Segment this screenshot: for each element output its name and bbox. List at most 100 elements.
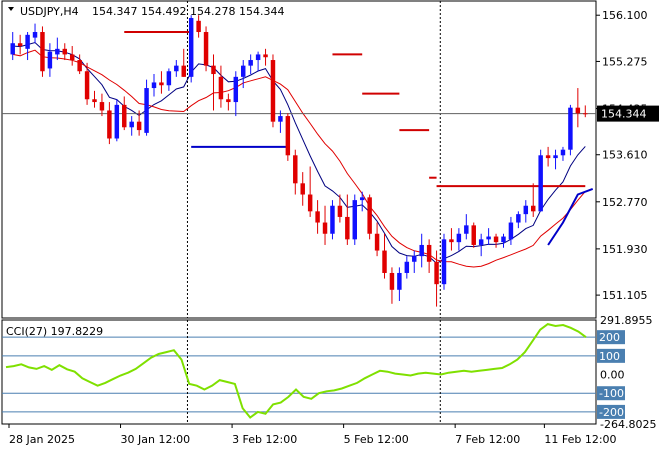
candle-body — [144, 88, 149, 133]
candle-body — [25, 34, 30, 49]
cci-title: CCI(27) 197.8229 — [6, 325, 103, 338]
candle — [307, 166, 313, 217]
candle — [226, 93, 231, 111]
fast-moving-average-line — [12, 41, 586, 265]
candle — [92, 90, 97, 108]
candle — [501, 233, 506, 248]
candle — [166, 68, 172, 91]
cci-level-tag — [597, 404, 625, 419]
candle — [300, 172, 305, 206]
candle — [122, 96, 127, 131]
candle-body — [359, 197, 365, 201]
candle-body — [501, 236, 506, 243]
cci-tick-label: -264.8025 — [600, 418, 656, 431]
candle — [330, 200, 335, 240]
candle — [47, 43, 53, 77]
candle-body — [583, 113, 588, 115]
candle-body — [412, 256, 417, 262]
candle-body — [568, 107, 573, 150]
time-tick-label: 11 Feb 12:00 — [544, 433, 616, 446]
candle — [352, 194, 357, 245]
price-tick-label: 151.105 — [602, 289, 648, 302]
price-tick-label: 156.100 — [602, 9, 648, 22]
candle — [412, 250, 417, 273]
candle-body — [330, 205, 335, 234]
candle-body — [159, 82, 164, 86]
candle-body — [270, 60, 276, 122]
main-panel-frame — [1, 0, 597, 319]
candle — [263, 48, 268, 66]
candle-body — [47, 51, 53, 69]
candle-body — [32, 32, 38, 38]
candle-body — [426, 244, 432, 262]
candle — [218, 65, 224, 108]
cci-level-label: 100 — [599, 350, 620, 363]
candle — [478, 233, 484, 257]
candle-body — [114, 104, 120, 139]
candle — [17, 34, 23, 55]
cci-level-label: 200 — [599, 331, 620, 344]
candle-body — [278, 116, 283, 122]
collapse-arrow-icon[interactable] — [8, 7, 14, 11]
candle-body — [174, 65, 179, 72]
candle — [538, 149, 543, 212]
candle-body — [99, 102, 105, 111]
chart-title: USDJPY,H4 — [20, 5, 79, 18]
candle-body — [516, 214, 521, 223]
current-price-label: 154.344 — [601, 108, 647, 121]
candle — [374, 222, 380, 257]
candle — [583, 105, 588, 118]
candle — [233, 71, 239, 117]
candle-body — [575, 107, 581, 114]
candle — [293, 149, 298, 195]
candle — [449, 228, 454, 251]
candle — [174, 60, 179, 77]
candle — [99, 93, 105, 117]
candle-body — [464, 225, 469, 234]
support-trend-line — [547, 187, 594, 246]
candle-body — [508, 222, 514, 240]
candle — [404, 256, 410, 279]
candle — [151, 74, 157, 97]
candle — [241, 60, 246, 89]
candle — [10, 32, 15, 61]
candle-body — [345, 216, 350, 240]
candle-body — [248, 60, 253, 66]
candle-body — [107, 110, 112, 139]
candle-body — [560, 149, 566, 156]
candle-body — [322, 222, 328, 234]
candle — [285, 113, 291, 161]
candle-body — [84, 71, 90, 100]
time-tick-label: 3 Feb 12:00 — [232, 433, 297, 446]
candle-body — [545, 155, 551, 159]
candle-body — [434, 261, 439, 285]
time-tick-label: 28 Jan 2025 — [9, 433, 75, 446]
price-tick-label: 155.275 — [602, 55, 648, 68]
candle — [441, 233, 447, 290]
candle-body — [129, 121, 134, 128]
candle-body — [77, 60, 82, 72]
candle — [144, 79, 149, 136]
candle — [203, 26, 209, 72]
candle-body — [196, 20, 201, 33]
candle-body — [553, 155, 558, 159]
candle-body — [10, 43, 15, 55]
slow-moving-average-line — [12, 49, 586, 268]
candle-body — [40, 32, 45, 72]
candle — [322, 205, 328, 245]
candle-body — [285, 116, 291, 156]
candle — [136, 110, 142, 136]
candle-body — [478, 239, 484, 245]
candle-body — [188, 18, 194, 77]
candle-body — [397, 272, 402, 290]
candle-body — [374, 233, 380, 251]
candle — [107, 102, 112, 145]
candle — [248, 54, 253, 75]
price-tick-label: 151.930 — [602, 243, 648, 256]
candle-body — [17, 43, 23, 47]
candle — [516, 211, 521, 229]
candle-body — [307, 194, 313, 212]
candle-body — [449, 239, 454, 243]
price-tick-label: 153.610 — [602, 149, 648, 162]
candle — [471, 222, 476, 248]
